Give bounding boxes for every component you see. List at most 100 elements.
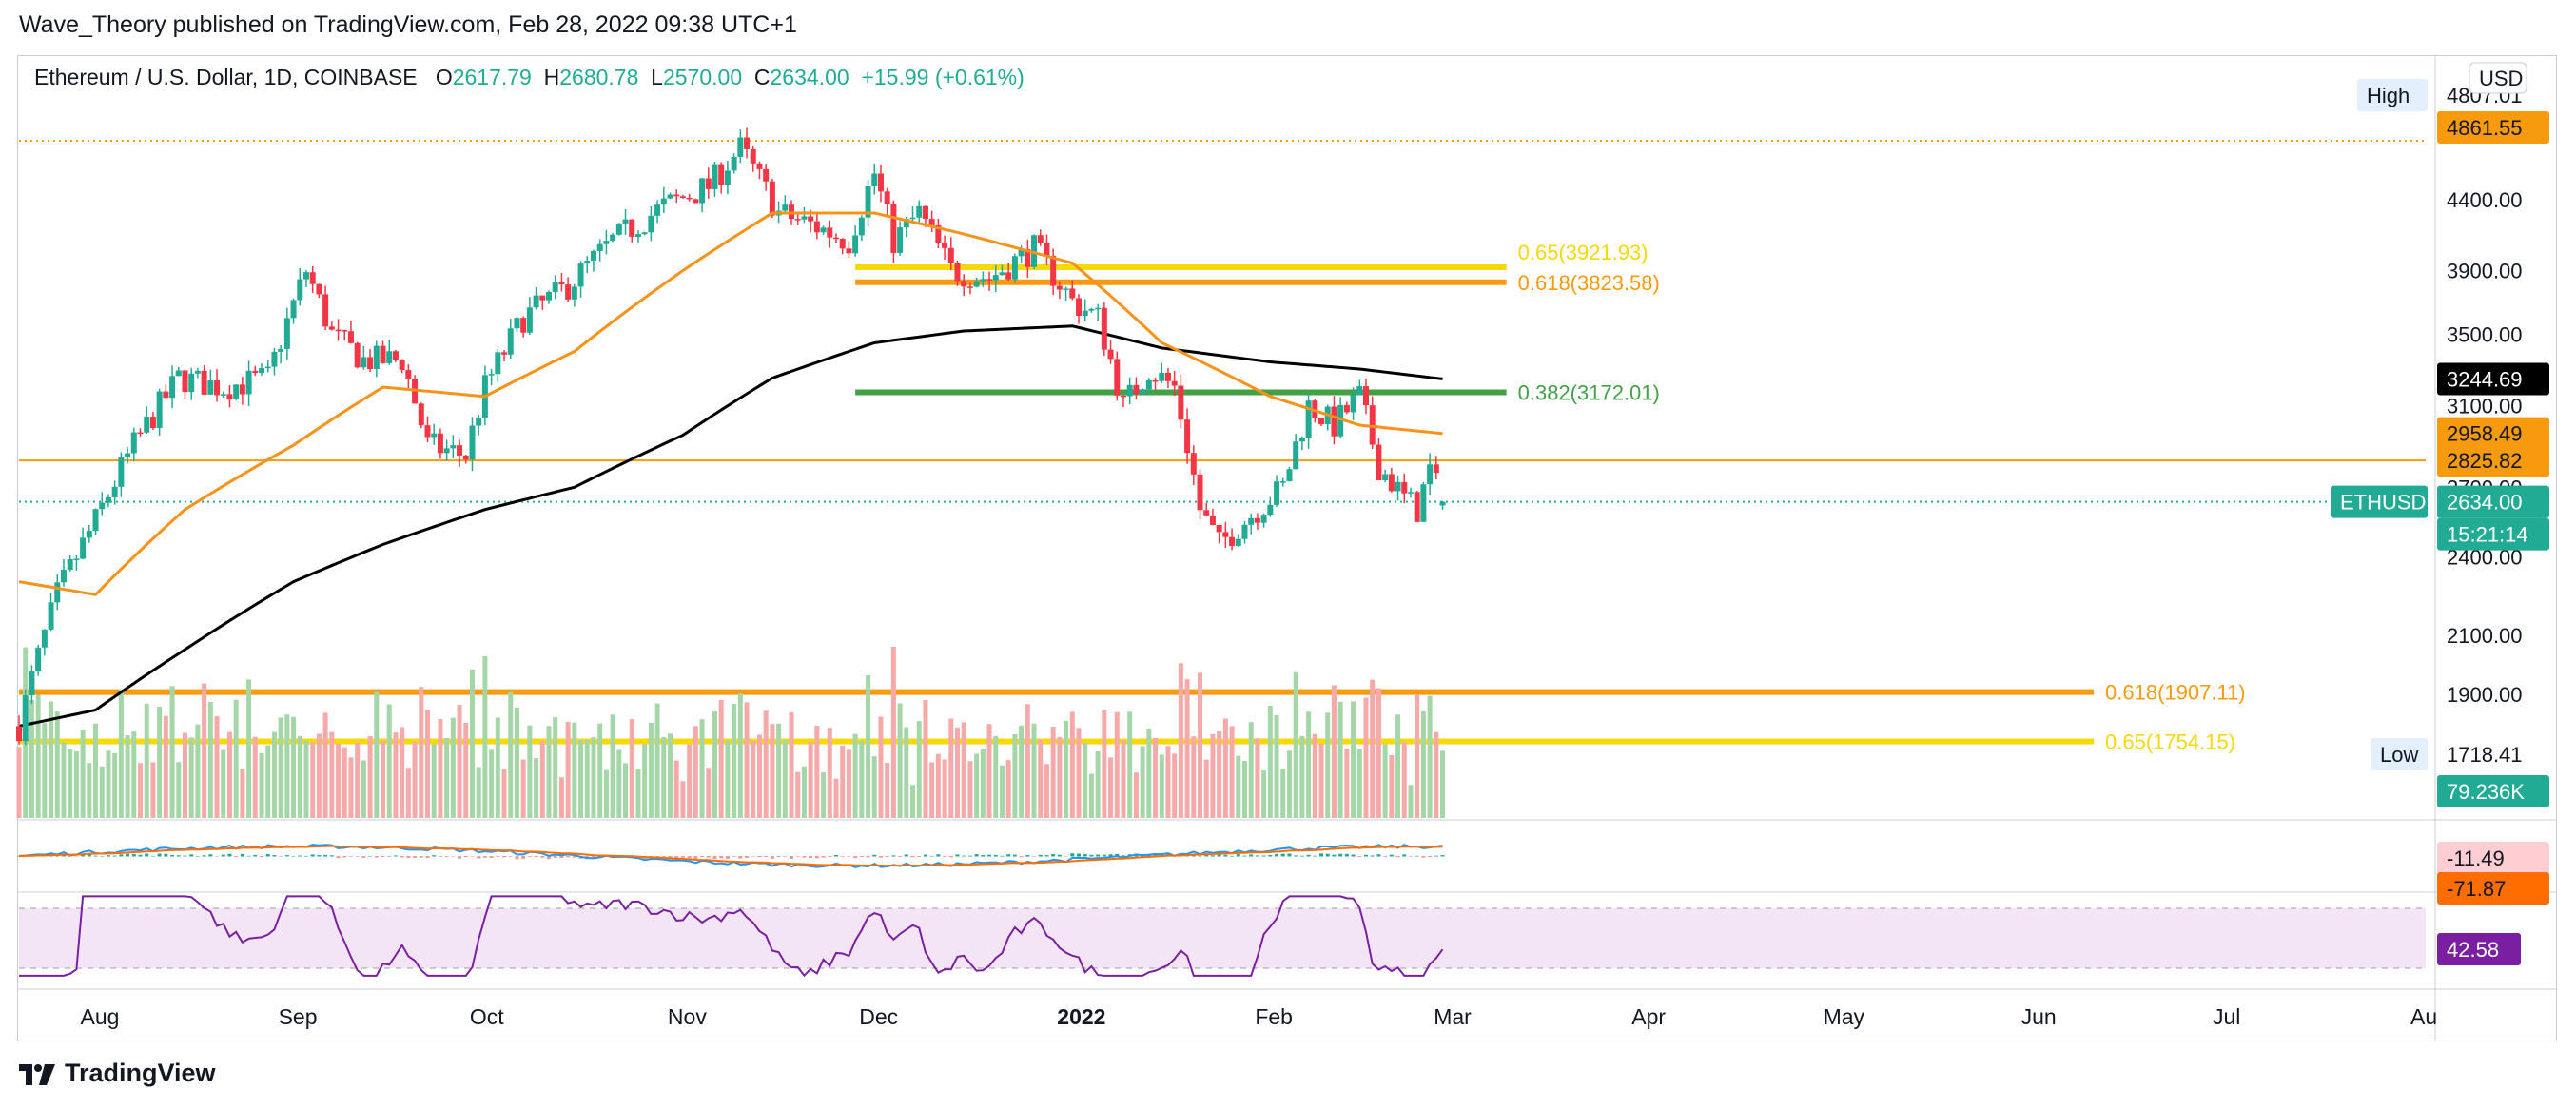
macd-histogram-bar bbox=[55, 855, 60, 857]
candle-body bbox=[245, 370, 252, 395]
macd-histogram-bar bbox=[1051, 854, 1056, 857]
macd-histogram-bar bbox=[1363, 854, 1368, 857]
volume-bar bbox=[1318, 743, 1324, 818]
volume-bar bbox=[361, 760, 366, 818]
volume-bar bbox=[112, 752, 118, 818]
macd-histogram-bar bbox=[904, 854, 908, 857]
macd-histogram-bar bbox=[291, 855, 296, 857]
candle-body bbox=[22, 695, 29, 742]
candle-body bbox=[558, 282, 565, 285]
candle-body bbox=[1011, 256, 1018, 280]
volume-bar bbox=[546, 726, 552, 818]
macd-histogram-bar bbox=[1070, 853, 1075, 857]
candle-body bbox=[846, 248, 852, 254]
candle-body bbox=[354, 342, 361, 368]
macd-histogram-bar bbox=[534, 856, 538, 858]
candle-body bbox=[252, 370, 259, 374]
volume-bar bbox=[558, 777, 564, 818]
macd-histogram-bar bbox=[260, 856, 264, 858]
candle-body bbox=[283, 318, 290, 349]
volume-bar bbox=[1395, 714, 1401, 818]
currency-button[interactable] bbox=[2469, 62, 2527, 94]
macd-histogram-bar bbox=[1044, 855, 1049, 857]
volume-bar bbox=[182, 732, 187, 818]
macd-histogram-bar bbox=[898, 856, 903, 857]
time-axis: Aug Sep Oct Nov Dec 2022 Feb Mar Apr May Jun Jul Au bbox=[81, 1004, 2438, 1029]
candle-body bbox=[1120, 395, 1126, 398]
volume-bar bbox=[1241, 760, 1247, 818]
candle-body bbox=[507, 328, 514, 355]
volume-bar bbox=[578, 740, 584, 818]
symbol-title[interactable]: Ethereum / U.S. Dollar, 1D, COINBASE bbox=[34, 65, 418, 89]
macd-signal-line bbox=[18, 845, 1443, 867]
candle-body bbox=[686, 197, 693, 200]
macd-histogram-bar bbox=[725, 856, 730, 859]
candle-body bbox=[1401, 481, 1408, 494]
macd-histogram-bar bbox=[987, 854, 992, 857]
volume-bar bbox=[623, 763, 629, 818]
volume-bar bbox=[520, 759, 526, 818]
volume-bar bbox=[910, 785, 916, 818]
volume-bar bbox=[450, 717, 456, 818]
volume-bar bbox=[1076, 728, 1082, 818]
candle-body bbox=[1279, 481, 1286, 483]
candle-body bbox=[1241, 524, 1248, 539]
candle-body bbox=[239, 384, 245, 395]
volume-bar bbox=[527, 725, 533, 818]
candle-body bbox=[1216, 524, 1222, 533]
macd-histogram-bar bbox=[496, 856, 500, 857]
candle-body bbox=[220, 394, 226, 396]
volume-bar bbox=[80, 730, 86, 818]
footer-brand[interactable]: TradingView bbox=[19, 1059, 216, 1088]
volume-bar bbox=[1306, 711, 1312, 818]
candle-body bbox=[622, 219, 629, 224]
volume-bar bbox=[986, 724, 992, 818]
volume-bar bbox=[1025, 704, 1030, 818]
macd-histogram-bar bbox=[1000, 855, 1005, 857]
candle-body bbox=[1286, 469, 1293, 482]
macd-histogram-bar bbox=[674, 856, 679, 858]
macd-histogram-bar bbox=[157, 853, 162, 857]
volume-bar bbox=[648, 722, 654, 818]
candle-body bbox=[373, 345, 380, 369]
candle-body bbox=[577, 263, 584, 287]
volume-bar bbox=[297, 735, 302, 818]
volume-bar bbox=[725, 740, 731, 818]
candle-body bbox=[763, 168, 770, 182]
candle-body bbox=[1407, 492, 1414, 494]
macd-histogram-bar bbox=[81, 854, 86, 857]
volume-bar bbox=[737, 693, 743, 818]
macd-histogram-bar bbox=[374, 856, 379, 858]
macd-histogram-bar bbox=[489, 856, 494, 859]
volume-bar bbox=[706, 768, 712, 818]
candle-body bbox=[565, 284, 572, 300]
axis-tag-label: High bbox=[2367, 84, 2410, 107]
macd-histogram-bar bbox=[68, 856, 72, 857]
candle-body bbox=[1159, 372, 1165, 381]
volume-bar bbox=[1267, 706, 1273, 818]
macd-histogram-bar bbox=[1089, 854, 1094, 857]
macd-histogram-bar bbox=[202, 855, 206, 857]
high-value: 2680.78 bbox=[559, 65, 639, 89]
candle-body bbox=[278, 348, 284, 352]
volume-bar bbox=[87, 763, 92, 818]
time-tick-label: Nov bbox=[668, 1004, 707, 1029]
macd-histogram-bar bbox=[917, 856, 922, 857]
candle-body bbox=[641, 232, 648, 235]
macd-histogram-bar bbox=[227, 853, 232, 857]
candle-body bbox=[705, 178, 712, 189]
volume-bar bbox=[169, 686, 175, 818]
macd-histogram-bar bbox=[1351, 854, 1356, 857]
candle-body bbox=[1427, 464, 1434, 485]
macd-histogram-bar bbox=[521, 856, 526, 859]
volume-bar bbox=[699, 719, 705, 818]
time-tick-label: Jul bbox=[2213, 1004, 2240, 1029]
volume-layer bbox=[16, 647, 1446, 818]
volume-bar bbox=[751, 740, 756, 818]
candle-body bbox=[214, 380, 221, 396]
currency-button-label[interactable]: USD bbox=[2479, 67, 2523, 90]
volume-bar bbox=[878, 716, 884, 818]
candle-body bbox=[182, 370, 188, 393]
candle-body bbox=[149, 416, 156, 429]
